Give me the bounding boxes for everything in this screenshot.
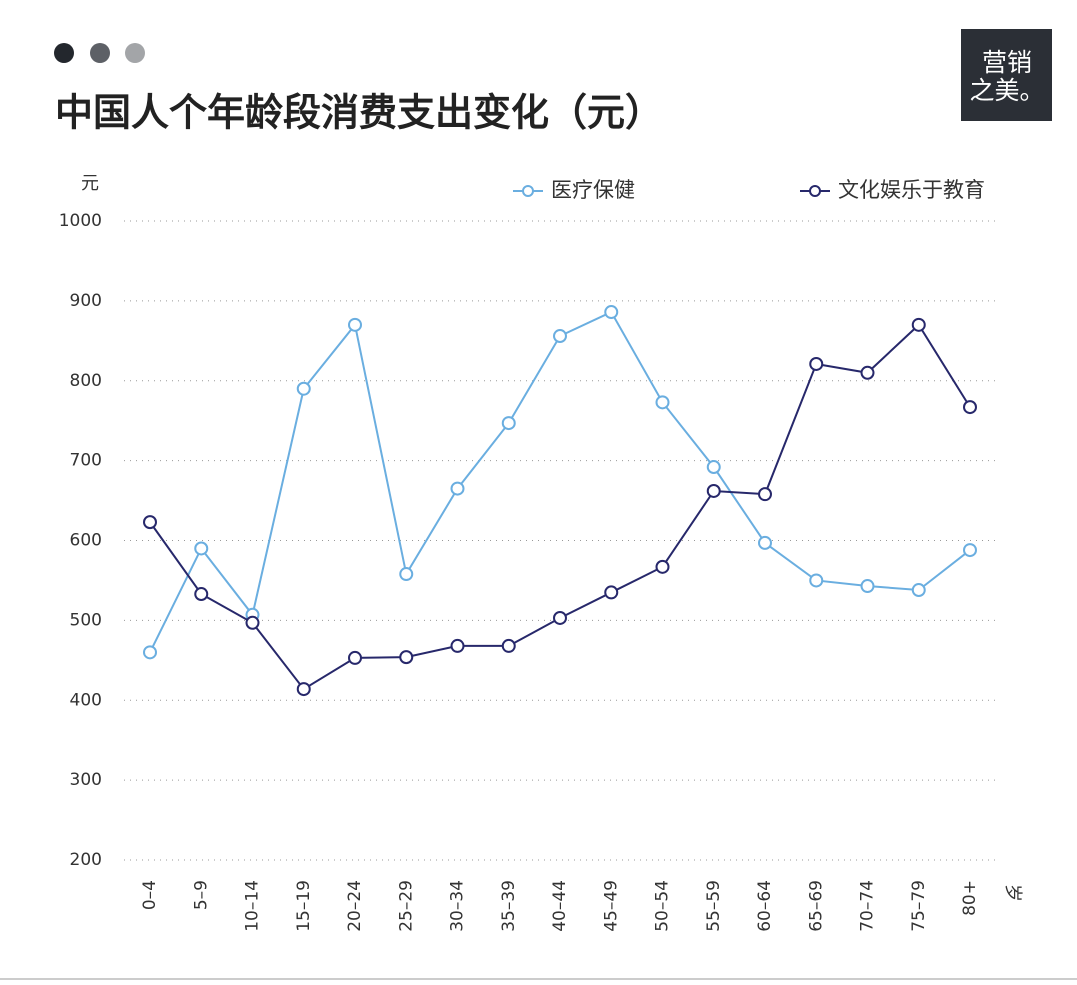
x-tick-label: 50–54 (653, 880, 673, 932)
dot (125, 43, 145, 63)
x-tick-label: 20–24 (345, 880, 365, 932)
series-line (149, 323, 971, 691)
dot (90, 43, 110, 63)
x-tick-label: 45–49 (601, 880, 621, 932)
data-point (604, 305, 619, 320)
legend-label: 文化娱乐于教育 (838, 178, 985, 202)
data-point (450, 638, 465, 653)
logo-text: 营销 (982, 48, 1032, 77)
data-point (911, 583, 926, 598)
data-point (399, 650, 414, 665)
data-point (553, 329, 567, 344)
chart-title: 中国人个年龄段消费支出变化（元） (55, 91, 663, 135)
x-tick-label: 70–74 (858, 880, 878, 932)
data-point (758, 487, 772, 502)
y-tick-label: 1000 (59, 211, 102, 231)
data-point (245, 615, 260, 630)
x-tick-label: 10–14 (243, 880, 263, 932)
data-point (963, 400, 977, 415)
data-point (450, 481, 465, 496)
data-point (655, 559, 670, 574)
data-point (296, 381, 311, 396)
x-tick-label: 15–19 (294, 880, 314, 932)
y-tick-label: 200 (70, 850, 102, 870)
y-tick-label: 900 (70, 291, 102, 311)
dot (54, 43, 74, 63)
logo-text: 之美。 (969, 76, 1044, 105)
data-point (143, 645, 157, 660)
data-point (296, 682, 311, 697)
legend-marker (809, 185, 821, 197)
x-tick-label: 40–44 (550, 880, 570, 932)
data-point (501, 416, 516, 431)
data-point (655, 395, 670, 410)
data-point (143, 515, 157, 530)
data-point (706, 460, 721, 475)
y-axis-label: 元 (81, 173, 99, 194)
x-tick-label: 0–4 (140, 880, 160, 910)
x-tick-label: 75–79 (909, 880, 929, 932)
y-tick-label: 400 (70, 690, 102, 710)
x-axis-label: 岁 (1002, 884, 1023, 902)
data-point (399, 567, 414, 582)
x-tick-label: 60–64 (755, 880, 775, 932)
data-point (194, 587, 209, 602)
y-tick-label: 800 (70, 371, 102, 391)
data-point (348, 317, 362, 332)
data-point (553, 610, 567, 625)
x-tick-label: 80+ (960, 880, 980, 916)
data-point (911, 317, 926, 332)
data-point (963, 543, 977, 558)
x-tick-label: 65–69 (806, 880, 826, 932)
legend-label: 医疗保健 (551, 178, 635, 202)
data-point (706, 483, 721, 498)
logo-box (961, 29, 1052, 121)
data-point (860, 365, 875, 380)
data-point (758, 535, 772, 550)
x-tick-label: 25–29 (396, 880, 416, 932)
y-tick-label: 700 (70, 451, 102, 471)
legend-marker (522, 185, 534, 197)
data-point (604, 585, 619, 600)
series-line (149, 310, 971, 653)
y-tick-label: 600 (70, 531, 102, 551)
data-point (809, 573, 824, 588)
data-point (809, 356, 824, 371)
x-tick-label: 30–34 (448, 880, 468, 932)
y-tick-label: 300 (70, 770, 102, 790)
data-point (348, 650, 362, 665)
x-tick-label: 5–9 (191, 880, 211, 910)
x-tick-label: 55–59 (704, 880, 724, 932)
data-point (501, 638, 516, 653)
data-point (860, 579, 875, 594)
data-point (194, 541, 209, 556)
x-tick-label: 35–39 (499, 880, 519, 932)
y-tick-label: 500 (70, 610, 102, 630)
